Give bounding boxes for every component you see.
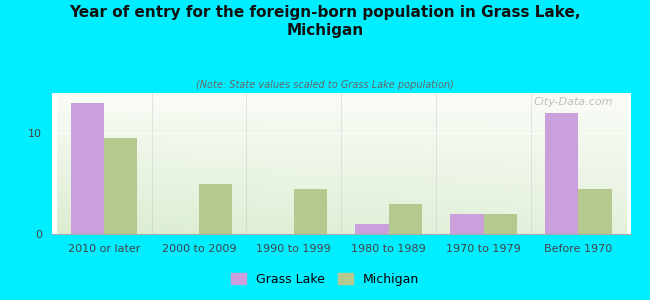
Bar — [71, 103, 104, 234]
Bar — [294, 189, 327, 234]
Bar — [545, 113, 578, 234]
Bar — [450, 214, 484, 234]
Bar — [199, 184, 232, 234]
Bar — [104, 138, 137, 234]
Text: (Note: State values scaled to Grass Lake population): (Note: State values scaled to Grass Lake… — [196, 80, 454, 89]
Text: Year of entry for the foreign-born population in Grass Lake,
Michigan: Year of entry for the foreign-born popul… — [70, 4, 580, 38]
Bar — [484, 214, 517, 234]
Bar — [578, 189, 612, 234]
Legend: Grass Lake, Michigan: Grass Lake, Michigan — [226, 268, 424, 291]
Bar — [356, 224, 389, 234]
Bar — [389, 204, 422, 234]
Text: City-Data.com: City-Data.com — [534, 97, 613, 107]
